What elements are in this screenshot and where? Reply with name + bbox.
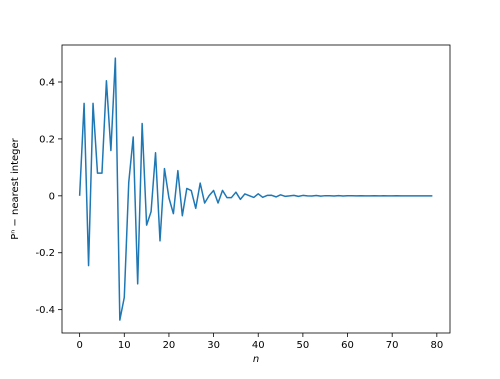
y-tick-label: -0.2 — [35, 248, 55, 259]
line-series — [78, 57, 433, 321]
x-tick-label: 0 — [76, 340, 82, 351]
y-axis-label: Pⁿ − nearest integer — [10, 137, 21, 239]
y-tick-label: 0.2 — [39, 134, 55, 145]
y-tick-label: -0.4 — [35, 305, 55, 316]
y-tick-label: 0 — [49, 191, 55, 202]
x-tick-label: 70 — [386, 340, 399, 351]
x-tick-label: 80 — [430, 340, 443, 351]
x-tick-label: 60 — [341, 340, 354, 351]
x-tick-label: 50 — [297, 340, 310, 351]
x-tick-label: 30 — [207, 340, 220, 351]
plot-frame — [61, 44, 451, 334]
x-axis-label: n — [253, 354, 259, 365]
y-tick-label: 0.4 — [39, 77, 55, 88]
x-tick-label: 20 — [163, 340, 176, 351]
x-tick-label: 40 — [252, 340, 265, 351]
x-tick-label: 10 — [118, 340, 131, 351]
